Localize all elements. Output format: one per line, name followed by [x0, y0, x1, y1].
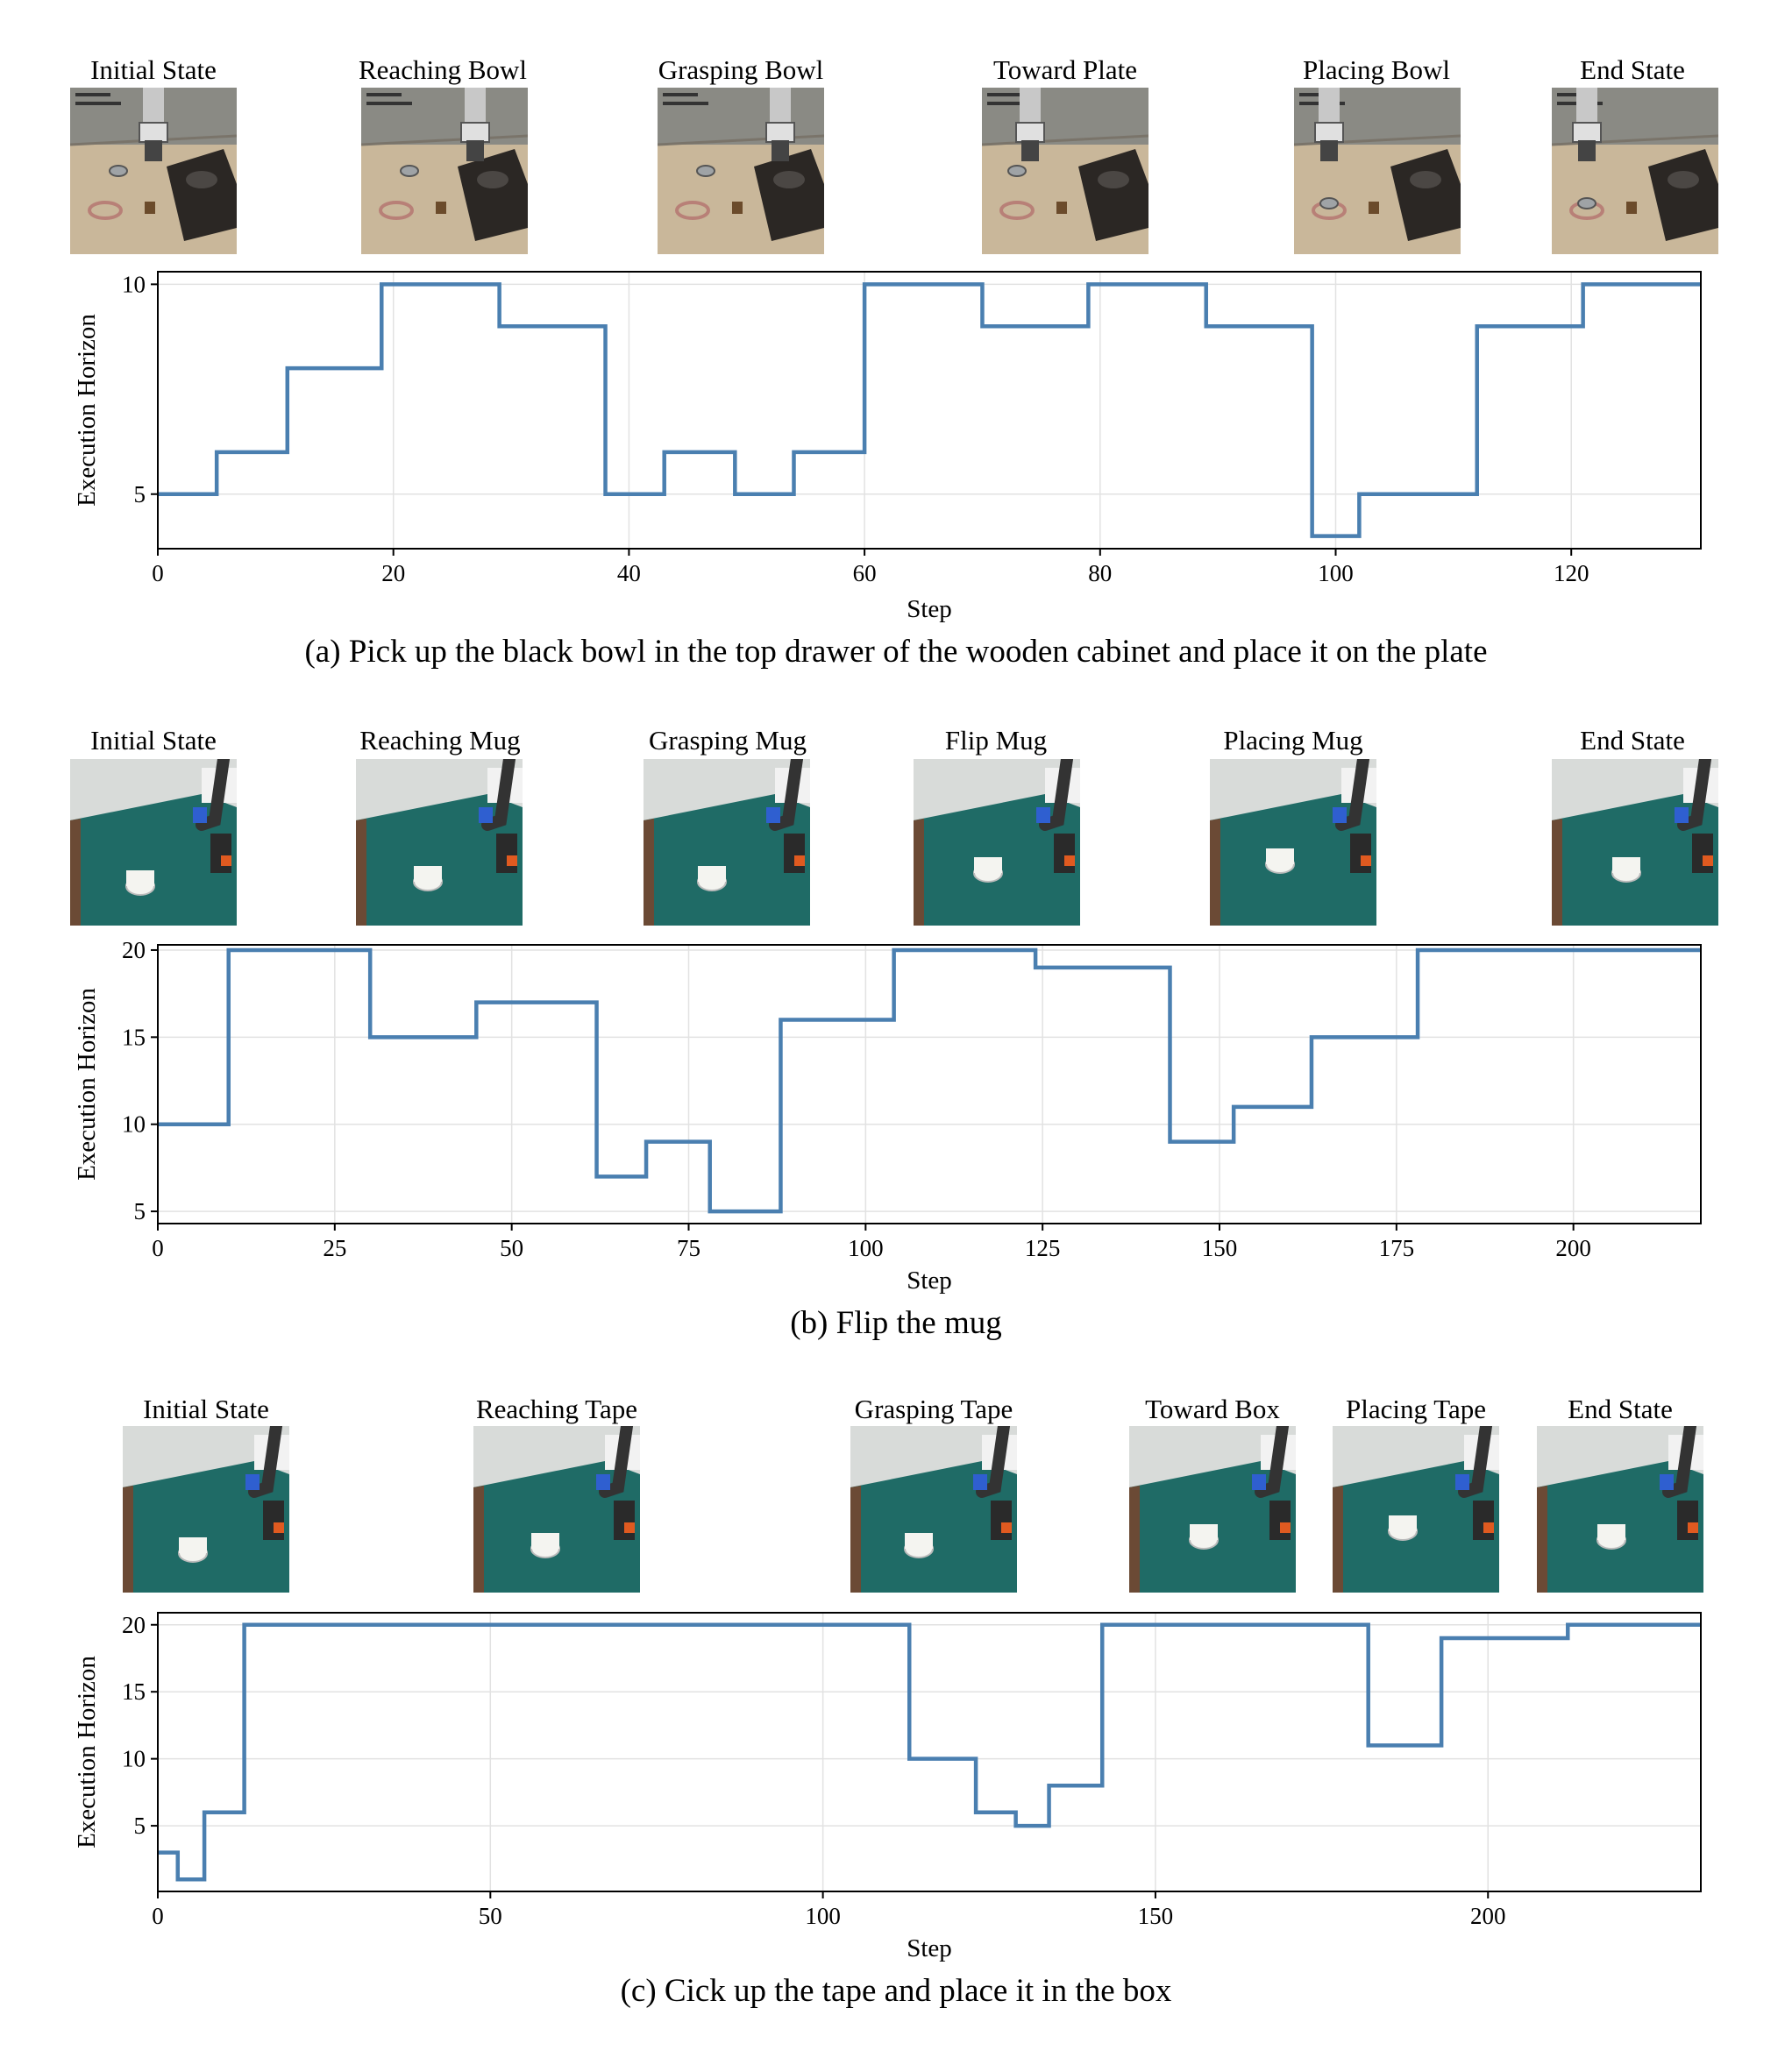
x-tick-label: 75 [677, 1235, 700, 1261]
x-axis-label: Step [907, 595, 952, 623]
frame-label: Toward Plate [993, 54, 1137, 85]
frame-label: End State [1580, 54, 1685, 85]
y-axis-label: Execution Horizon [73, 1656, 101, 1848]
frame-label: Reaching Bowl [359, 54, 527, 85]
frame-image [1294, 88, 1461, 254]
x-tick-label: 50 [479, 1903, 502, 1929]
plot-frame [157, 944, 1702, 1224]
x-tick-label: 0 [152, 1235, 164, 1261]
frame-image [473, 1426, 640, 1593]
x-tick-label: 150 [1202, 1235, 1238, 1261]
plot-frame [157, 271, 1702, 550]
frame-label: End State [1568, 1394, 1673, 1424]
y-axis-label: Execution Horizon [73, 314, 101, 507]
frame-label: Initial State [90, 725, 217, 756]
x-tick-label: 60 [853, 560, 877, 586]
y-tick-label: 5 [134, 1198, 146, 1224]
frame-label: Initial State [143, 1394, 269, 1424]
frame-label: Placing Tape [1346, 1394, 1486, 1424]
x-tick-label: 100 [805, 1903, 841, 1929]
x-tick-label: 0 [152, 1903, 164, 1929]
frame-image [70, 88, 237, 254]
y-tick-label: 15 [122, 1678, 146, 1705]
frame-image [1129, 1426, 1296, 1593]
frame-image [850, 1426, 1017, 1593]
x-tick-label: 25 [323, 1235, 346, 1261]
x-tick-label: 0 [152, 560, 164, 586]
series-line [158, 282, 1701, 538]
step-chart: 0 25 50 75 100 125 150 175 200 5 10 15 20 Step Executi… [73, 937, 1702, 1295]
x-axis-label: Step [907, 1267, 952, 1295]
frame-label: Placing Bowl [1303, 54, 1450, 85]
x-tick-label: 150 [1138, 1903, 1174, 1929]
x-tick-label: 20 [381, 560, 405, 586]
frame-label: Reaching Mug [359, 725, 521, 756]
frame-image [658, 88, 824, 254]
series-line [158, 947, 1701, 1214]
frame-label: Toward Box [1145, 1394, 1280, 1424]
frame-label: Grasping Mug [649, 725, 807, 756]
frame-image [982, 88, 1148, 254]
x-tick-label: 125 [1025, 1235, 1061, 1261]
y-axis-label: Execution Horizon [73, 988, 101, 1181]
x-tick-label: 100 [848, 1235, 884, 1261]
frame-image [1210, 759, 1376, 926]
frame-image [70, 759, 237, 926]
x-tick-label: 175 [1379, 1235, 1415, 1261]
frame-label: Placing Mug [1223, 725, 1363, 756]
frame-label: Grasping Bowl [658, 54, 824, 85]
y-tick-label: 10 [122, 1746, 146, 1772]
x-tick-label: 120 [1554, 560, 1589, 586]
y-tick-label: 5 [134, 1813, 146, 1839]
x-tick-label: 80 [1088, 560, 1112, 586]
panel-caption: (a) Pick up the black bowl in the top dr… [304, 634, 1488, 670]
panel-caption: (b) Flip the mug [790, 1305, 1002, 1341]
y-tick-label: 5 [134, 481, 146, 507]
x-tick-label: 50 [500, 1235, 523, 1261]
step-chart: 0 20 40 60 80 100 120 5 10 Step Execution Horizon [73, 271, 1702, 623]
frame-label: End State [1580, 725, 1685, 756]
frame-image [644, 759, 810, 926]
frame-image [1333, 1426, 1499, 1593]
x-tick-label: 200 [1470, 1903, 1506, 1929]
frame-image [914, 759, 1080, 926]
panel-caption: (c) Cick up the tape and place it in the… [620, 1973, 1172, 2009]
x-tick-label: 200 [1555, 1235, 1591, 1261]
frame-image [123, 1426, 289, 1593]
frame-label: Grasping Tape [854, 1394, 1013, 1424]
frame-label: Initial State [90, 54, 217, 85]
frame-image [1552, 759, 1718, 926]
step-chart: 0 50 100 150 200 5 10 15 20 Step Execution Horizon [73, 1612, 1702, 1962]
frame-image [1552, 88, 1718, 254]
y-tick-label: 20 [122, 937, 146, 963]
frame-image [361, 88, 528, 254]
y-tick-label: 10 [122, 1111, 146, 1138]
y-tick-label: 10 [122, 271, 146, 297]
x-tick-label: 100 [1318, 560, 1354, 586]
frame-image [356, 759, 523, 926]
frame-label: Reaching Tape [475, 1394, 638, 1424]
plot-frame [157, 1612, 1702, 1892]
x-tick-label: 40 [617, 560, 641, 586]
y-tick-label: 20 [122, 1612, 146, 1638]
y-tick-label: 15 [122, 1024, 146, 1050]
x-axis-label: Step [907, 1934, 952, 1962]
frame-label: Flip Mug [944, 725, 1048, 756]
frame-image [1537, 1426, 1703, 1593]
series-line [158, 1622, 1701, 1882]
